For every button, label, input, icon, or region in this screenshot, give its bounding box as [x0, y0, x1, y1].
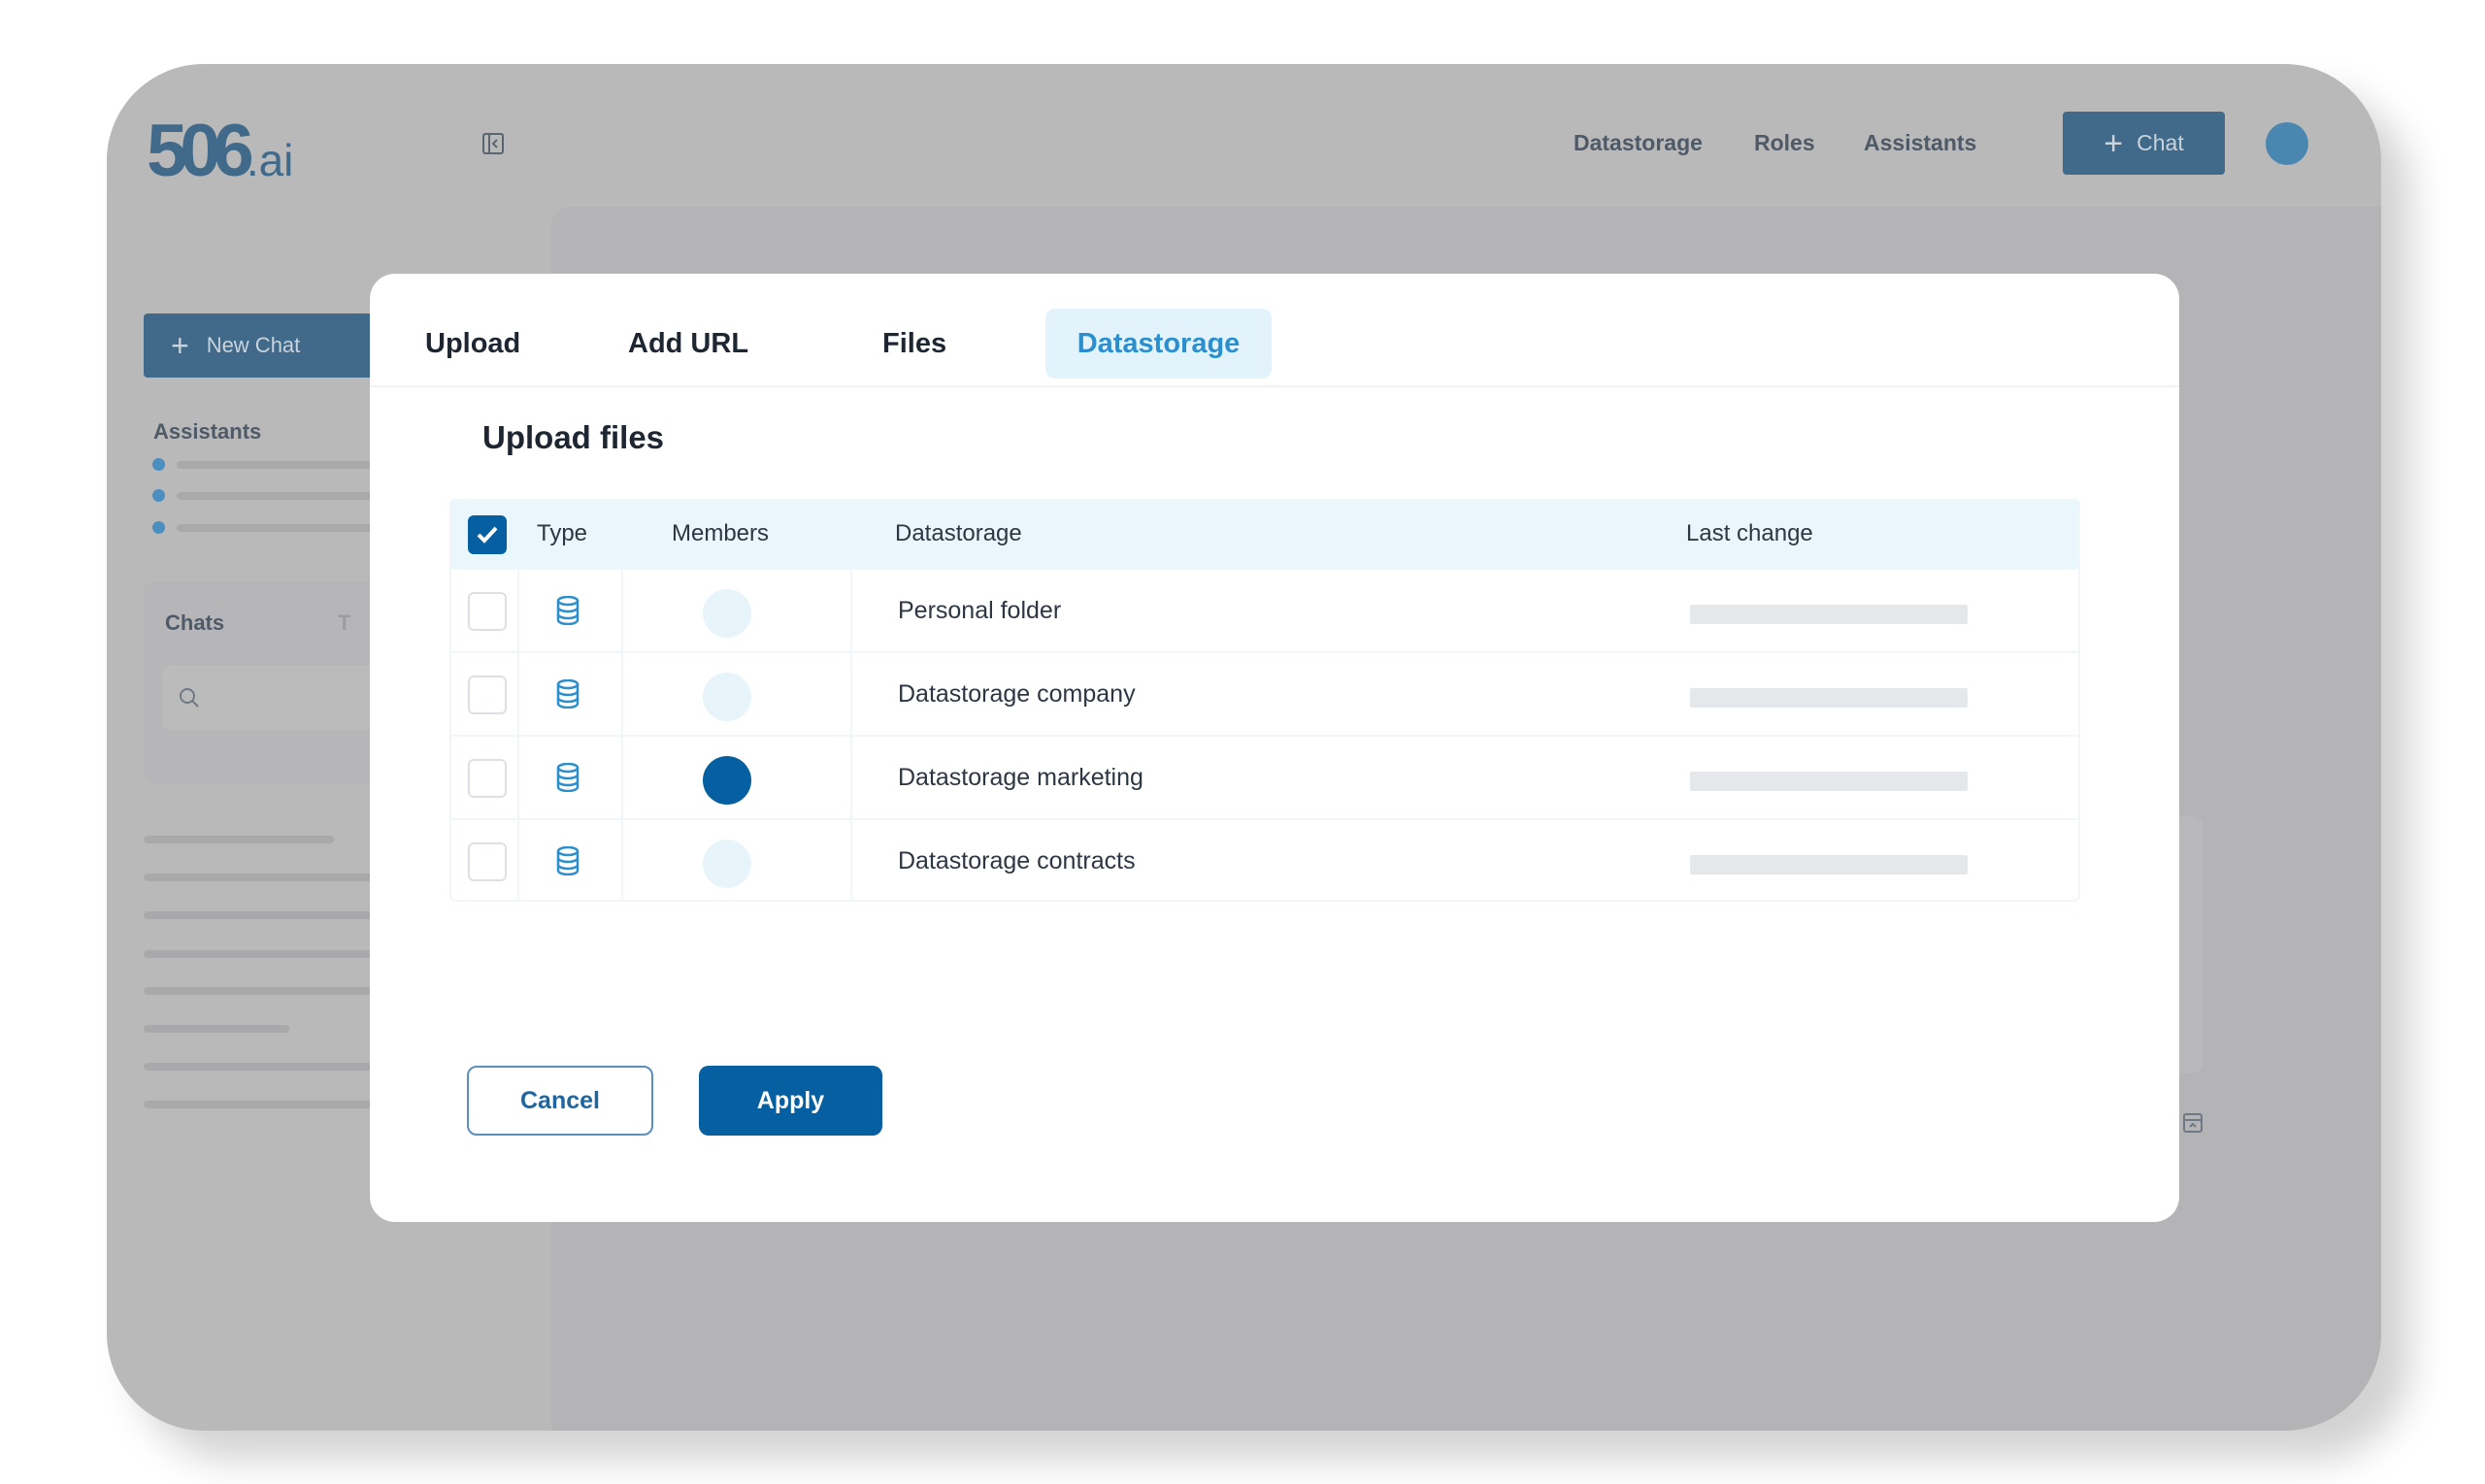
- table-row[interactable]: Personal folder: [451, 568, 2078, 651]
- check-icon: [477, 526, 498, 544]
- database-icon: [555, 762, 580, 797]
- chat-item[interactable]: [144, 987, 396, 995]
- modal-title: Upload files: [482, 419, 665, 455]
- column-divider: [517, 568, 519, 902]
- assistant-dot: [152, 489, 165, 502]
- last-change-placeholder: [1690, 855, 1968, 874]
- top-header: 506.ai Datastorage Roles Assistants + Ch…: [107, 64, 2381, 207]
- column-type: Type: [537, 520, 588, 546]
- last-change-placeholder: [1690, 605, 1968, 624]
- member-avatar[interactable]: [703, 673, 751, 721]
- column-divider: [621, 568, 623, 902]
- column-divider: [850, 568, 852, 902]
- datastorage-name: Datastorage marketing: [898, 764, 1143, 791]
- assistant-item[interactable]: [177, 524, 400, 532]
- database-icon: [555, 595, 580, 630]
- tab-upload[interactable]: Upload: [425, 327, 521, 359]
- chat-item[interactable]: [144, 874, 396, 881]
- assistant-dot: [152, 458, 165, 471]
- member-avatar[interactable]: [703, 840, 751, 888]
- row-checkbox[interactable]: [468, 842, 507, 881]
- column-last-change: Last change: [1686, 520, 1813, 546]
- cancel-button[interactable]: Cancel: [467, 1066, 653, 1136]
- search-input[interactable]: [162, 666, 395, 730]
- chat-item[interactable]: [144, 950, 396, 958]
- last-change-placeholder: [1690, 688, 1968, 708]
- assistant-dot: [152, 521, 165, 534]
- datastorage-name: Datastorage company: [898, 680, 1136, 708]
- chat-item[interactable]: [144, 836, 334, 843]
- archive-icon[interactable]: [2183, 1113, 2203, 1138]
- table-header: Type Members Datastorage Last change: [451, 501, 2078, 568]
- nav-assistants[interactable]: Assistants: [1864, 130, 1977, 155]
- assistants-label: Assistants: [153, 419, 262, 444]
- avatar[interactable]: [2266, 122, 2308, 165]
- upload-modal: Upload Add URL Files Datastorage Upload …: [370, 274, 2179, 1222]
- member-avatar[interactable]: [703, 756, 751, 805]
- column-members: Members: [672, 520, 770, 546]
- search-icon: [180, 688, 199, 708]
- table-row[interactable]: Datastorage company: [451, 651, 2078, 735]
- table-row[interactable]: Datastorage marketing: [451, 735, 2078, 818]
- last-change-placeholder: [1690, 772, 1968, 791]
- table-row[interactable]: Datastorage contracts: [451, 818, 2078, 902]
- assistant-item[interactable]: [177, 461, 400, 469]
- tab-files[interactable]: Files: [882, 327, 947, 359]
- datastorage-name: Personal folder: [898, 597, 1062, 624]
- collapse-sidebar-icon[interactable]: [481, 132, 505, 160]
- row-checkbox[interactable]: [468, 676, 507, 714]
- logo[interactable]: 506.ai: [147, 110, 294, 192]
- row-checkbox[interactable]: [468, 759, 507, 798]
- tab-add-url[interactable]: Add URL: [628, 327, 749, 359]
- tab-chats[interactable]: Chats: [165, 610, 225, 635]
- new-chat-button[interactable]: + New Chat: [144, 313, 396, 378]
- apply-button[interactable]: Apply: [699, 1066, 882, 1136]
- select-all-checkbox[interactable]: [468, 515, 507, 554]
- database-icon: [555, 845, 580, 880]
- nav-datastorage[interactable]: Datastorage: [1574, 130, 1703, 155]
- plus-icon: +: [171, 328, 189, 363]
- plus-icon: +: [2104, 124, 2124, 162]
- tab-datastorage[interactable]: Datastorage: [1045, 309, 1272, 379]
- datastorage-name: Datastorage contracts: [898, 847, 1136, 874]
- chats-panel: Chats T: [144, 581, 396, 785]
- chat-item[interactable]: [144, 1063, 396, 1071]
- chat-item[interactable]: [144, 1025, 289, 1033]
- tab-partial[interactable]: T: [338, 610, 351, 635]
- chat-item[interactable]: [144, 911, 396, 919]
- row-checkbox[interactable]: [468, 592, 507, 631]
- assistant-item[interactable]: [177, 492, 400, 500]
- divider: [370, 385, 2179, 387]
- new-chat-header-button[interactable]: + Chat: [2063, 112, 2225, 175]
- database-icon: [555, 678, 580, 713]
- nav-roles[interactable]: Roles: [1754, 130, 1815, 155]
- chat-item[interactable]: [144, 1101, 396, 1108]
- column-datastorage: Datastorage: [895, 520, 1022, 546]
- datastorage-table: Type Members Datastorage Last change Per…: [449, 499, 2080, 902]
- member-avatar[interactable]: [703, 589, 751, 638]
